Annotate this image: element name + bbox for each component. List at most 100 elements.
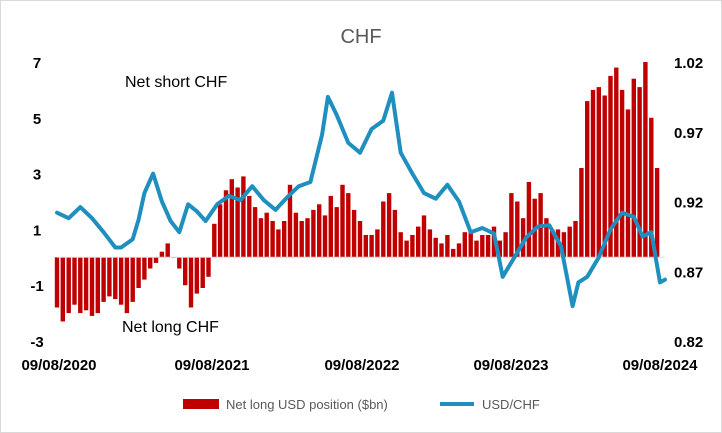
bar-70	[462, 232, 467, 258]
bar-12	[124, 257, 130, 314]
bar-1	[60, 257, 65, 322]
legend-label-bar: Net long USD position ($bn)	[226, 397, 388, 412]
bar-74	[485, 235, 491, 258]
bar-23	[188, 257, 194, 308]
y-right-tick-1: 0.97	[674, 125, 703, 142]
bar-65	[433, 237, 438, 258]
bar-29	[223, 190, 229, 258]
bar-88	[567, 226, 572, 258]
annotation-net-short: Net short CHF	[125, 74, 227, 91]
bar-26	[206, 257, 211, 277]
bar-13	[130, 257, 135, 302]
bar-3	[72, 257, 77, 305]
bar-51	[351, 209, 357, 258]
bar-94	[602, 95, 607, 258]
bar-77	[503, 232, 508, 258]
bar-54	[369, 235, 374, 258]
bar-30	[229, 179, 234, 258]
bar-72	[474, 240, 479, 258]
bar-64	[427, 229, 433, 258]
bar-62	[416, 226, 421, 258]
bar-89	[573, 221, 578, 258]
x-tick-4: 09/08/2024	[622, 357, 698, 374]
bar-91	[585, 101, 590, 258]
bar-6	[89, 257, 95, 316]
y-left-tick-3: 1	[33, 222, 41, 239]
bar-55	[375, 229, 380, 258]
usd-chf-line	[55, 90, 667, 309]
bar-73	[480, 235, 485, 258]
y-axis-left: 7 5 3 1 -1 -3	[30, 55, 43, 351]
bar-79	[515, 201, 520, 258]
bar-25	[200, 257, 205, 288]
bar-61	[410, 235, 415, 258]
bar-16	[148, 257, 153, 269]
bar-43	[305, 218, 310, 258]
bar-14	[136, 257, 141, 288]
bar-98	[625, 109, 631, 258]
y-left-tick-4: -1	[30, 278, 43, 295]
y-left-tick-1: 5	[33, 111, 41, 128]
bar-47	[328, 195, 333, 258]
chart-title: CHF	[340, 26, 381, 48]
bar-80	[520, 218, 526, 258]
bar-0	[54, 257, 60, 308]
bar-71	[468, 232, 473, 258]
bar-90	[579, 168, 584, 258]
bar-28	[217, 204, 223, 258]
bar-96	[614, 67, 619, 258]
bar-2	[66, 257, 71, 314]
bar-41	[293, 212, 299, 258]
bar-103	[654, 168, 660, 258]
bar-59	[398, 232, 403, 258]
bar-60	[404, 240, 409, 258]
bar-99	[631, 78, 636, 258]
bar-46	[322, 215, 328, 258]
bar-76	[497, 240, 502, 258]
bar-38	[276, 229, 281, 258]
bar-68	[451, 248, 456, 258]
bar-18	[159, 251, 165, 258]
bar-101	[643, 62, 648, 258]
bar-48	[334, 207, 339, 258]
x-tick-3: 09/08/2023	[473, 357, 548, 374]
bar-5	[83, 257, 89, 311]
bar-56	[381, 201, 386, 258]
bar-87	[561, 232, 567, 258]
y-right-tick-3: 0.87	[674, 264, 703, 281]
bar-21	[177, 257, 182, 269]
bar-33	[247, 195, 252, 258]
y-left-tick-0: 7	[33, 55, 41, 72]
bar-40	[287, 184, 293, 258]
bar-102	[649, 117, 654, 258]
bar-58	[392, 209, 398, 258]
bar-42	[299, 221, 304, 258]
bar-39	[282, 221, 287, 258]
x-tick-2: 09/08/2022	[324, 357, 399, 374]
y-axis-right: 1.02 0.97 0.92 0.87 0.82	[674, 55, 703, 351]
bar-31	[235, 187, 240, 258]
bar-95	[608, 75, 613, 258]
x-tick-1: 09/08/2021	[174, 357, 249, 374]
bar-63	[421, 215, 427, 258]
y-right-tick-0: 1.02	[674, 55, 703, 72]
bar-4	[78, 257, 83, 314]
bar-52	[357, 221, 363, 258]
bar-78	[509, 193, 514, 258]
bar-9	[107, 257, 112, 297]
bar-34	[252, 207, 258, 258]
legend-swatch-bar	[183, 399, 219, 409]
bar-10	[113, 257, 118, 300]
bar-7	[95, 257, 100, 314]
legend-label-line: USD/CHF	[482, 397, 540, 412]
bar-36	[264, 212, 269, 258]
y-right-tick-2: 0.92	[674, 195, 703, 212]
bar-67	[445, 235, 450, 258]
x-axis: 09/08/2020 09/08/2021 09/08/2022 09/08/2023…	[21, 357, 698, 374]
bar-53	[363, 235, 368, 258]
bar-84	[544, 218, 549, 258]
y-left-tick-5: -3	[30, 334, 43, 351]
legend: Net long USD position ($bn) USD/CHF	[183, 397, 540, 412]
